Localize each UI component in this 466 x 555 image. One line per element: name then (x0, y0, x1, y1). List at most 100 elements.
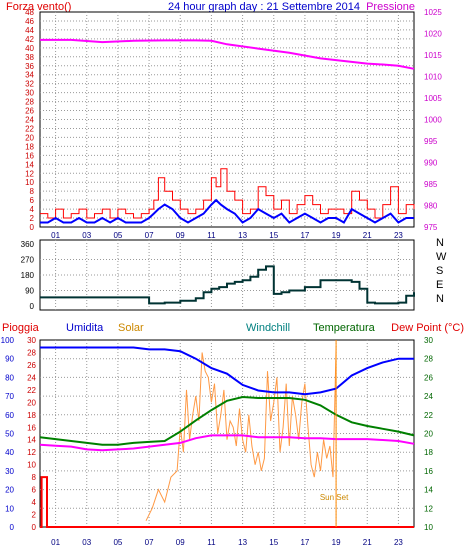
bottom-hour-ticks: 01 03 05 07 09 11 13 15 17 19 21 23 (51, 538, 403, 547)
wind-tick: 48 (25, 8, 34, 17)
wind-direction-series (40, 265, 415, 305)
wind-tick: 22 (25, 124, 34, 133)
temperature-tick: 24 (424, 392, 433, 401)
bottom-hour-tick: 21 (363, 538, 372, 547)
bottom-hour-tick: 01 (51, 538, 60, 547)
wind-tick: 14 (25, 160, 34, 169)
compass-letter: E (436, 279, 443, 291)
compass-letter: W (436, 251, 447, 263)
bottom-hour-tick: 23 (394, 538, 403, 547)
rain-tick: 18 (27, 411, 36, 420)
humidity-tick: 50 (5, 430, 14, 439)
pressure-tick: 1010 (424, 73, 442, 82)
temperature-tick: 28 (424, 355, 433, 364)
rain-tick: 12 (27, 448, 36, 457)
pressure-tick: 1025 (424, 8, 442, 17)
sunset-label: Sun Set (320, 493, 349, 502)
rain-series (40, 476, 414, 528)
bottom-hour-tick: 07 (145, 538, 154, 547)
top-hour-tick: 11 (207, 231, 216, 240)
humidity-tick: 10 (5, 504, 14, 513)
rain-tick: 28 (27, 348, 36, 357)
humidity-tick: 90 (5, 355, 14, 364)
direction-tick: 180 (21, 271, 35, 280)
wind-tick: 20 (25, 133, 34, 142)
wind-tick: 42 (25, 35, 34, 44)
rain-tick: 24 (27, 373, 36, 382)
pressure-tick: 995 (424, 137, 438, 146)
wind-tick: 34 (25, 71, 34, 80)
rain-tick: 8 (32, 473, 37, 482)
pressure-tick: 1015 (424, 51, 442, 60)
top-hour-tick: 13 (238, 231, 247, 240)
dewpoint-label: Dew Point (°C) (391, 322, 464, 334)
wind-tick: 46 (25, 17, 34, 26)
pressure-tick: 975 (424, 223, 438, 232)
rain-tick: 26 (27, 361, 36, 370)
humidity-series (40, 346, 414, 396)
bottom-hour-tick: 15 (269, 538, 278, 547)
windchill-label: Windchill (246, 322, 290, 334)
wind-axis-ticks: 0246810121416182022242628303234363840424… (25, 8, 34, 232)
wind-tick: 40 (25, 44, 34, 53)
humidity-tick: 100 (1, 336, 15, 345)
wind-tick: 30 (25, 89, 34, 98)
pressure-tick: 1020 (424, 30, 442, 39)
top-hour-ticks: 01 03 05 07 09 11 13 15 17 19 21 23 (51, 231, 403, 240)
top-hour-tick: 21 (363, 231, 372, 240)
bottom-hour-tick: 05 (113, 538, 122, 547)
wind-tick: 36 (25, 62, 34, 71)
temperature-axis-ticks: 10 12 14 16 18 20 22 24 26 28 30 (424, 336, 433, 532)
pressure-series (40, 38, 415, 70)
wind-tick: 24 (25, 116, 34, 125)
rain-label: Pioggia (2, 322, 40, 334)
temperature-tick: 26 (424, 373, 433, 382)
humidity-tick: 30 (5, 467, 14, 476)
pressure-tick: 990 (424, 159, 438, 168)
wind-tick: 6 (30, 196, 35, 205)
graph-title: 24 hour graph day : 21 Settembre 2014 (168, 1, 360, 13)
rain-tick: 4 (32, 498, 37, 507)
solar-label: Solar (118, 322, 144, 334)
wind-tick: 38 (25, 53, 34, 62)
bottom-hour-tick: 17 (300, 538, 309, 547)
bottom-hour-tick: 09 (176, 538, 185, 547)
top-hour-tick: 09 (176, 231, 185, 240)
pressure-label: Pressione (366, 1, 415, 13)
rain-tick: 6 (32, 486, 37, 495)
bottom-hour-tick: 11 (207, 538, 216, 547)
temperature-tick: 10 (424, 523, 433, 532)
dewpoint-series (39, 434, 415, 452)
wind-tick: 26 (25, 107, 34, 116)
humidity-axis-ticks: 0 10 20 30 40 50 60 70 80 90 100 (1, 336, 15, 532)
top-hour-tick: 19 (332, 231, 341, 240)
wind-tick: 12 (25, 169, 34, 178)
wind-tick: 8 (30, 187, 35, 196)
wind-strength-label: Forza vento() (6, 1, 71, 13)
pressure-tick: 980 (424, 202, 438, 211)
bottom-hour-tick: 03 (82, 538, 91, 547)
top-hour-tick: 03 (82, 231, 91, 240)
pressure-tick: 985 (424, 180, 438, 189)
wind-tick: 16 (25, 151, 34, 160)
wind-tick: 10 (25, 178, 34, 187)
compass-letter: S (436, 265, 443, 277)
temperature-tick: 30 (424, 336, 433, 345)
bottom-hour-tick: 13 (238, 538, 247, 547)
temperature-label: Temperatura (313, 322, 376, 334)
rain-tick: 2 (32, 511, 37, 520)
top-hour-tick: 01 (51, 231, 60, 240)
rain-tick: 30 (27, 336, 36, 345)
direction-tick: 360 (21, 240, 35, 249)
top-hour-tick: 17 (300, 231, 309, 240)
wind-tick: 28 (25, 98, 34, 107)
solar-series (145, 346, 337, 522)
humidity-tick: 80 (5, 373, 14, 382)
temperature-tick: 14 (424, 486, 433, 495)
temperature-tick: 22 (424, 411, 433, 420)
pressure-axis-ticks: 975 980 985 990 995 1000 1005 1010 1015 1020 1025 (424, 8, 442, 232)
top-hour-tick: 15 (269, 231, 278, 240)
compass-letter: N (436, 237, 444, 249)
